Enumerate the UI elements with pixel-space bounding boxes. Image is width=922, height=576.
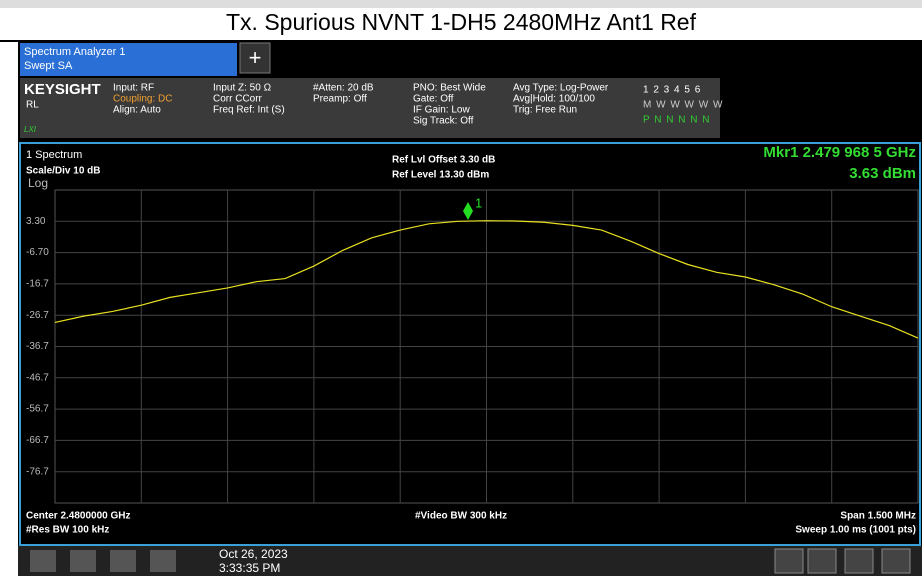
y-tick-label: -6.70: [26, 247, 49, 258]
trace-table: 1 2 3 4 5 6: [643, 85, 701, 96]
task-icon: [844, 548, 874, 574]
setting: Trig: Free Run: [513, 105, 577, 116]
date: Oct 26, 2023: [219, 547, 288, 561]
setting: Avg|Hold: 100/100: [513, 94, 595, 105]
setting: Freq Ref: Int (S): [213, 105, 285, 116]
trace-table: P N N N N N: [643, 115, 711, 126]
setting: Gate: Off: [413, 94, 454, 105]
task-icon: [881, 548, 911, 574]
time: 3:33:35 PM: [219, 561, 280, 575]
task-icon: [774, 548, 804, 574]
setting: Sig Track: Off: [413, 116, 474, 127]
window-name: 1 Spectrum: [26, 149, 82, 161]
marker-level: 3.63 dBm: [849, 165, 916, 182]
setting: IF Gain: Low: [413, 105, 470, 116]
setting: Input: RF: [113, 83, 154, 94]
add-button[interactable]: [239, 42, 271, 74]
scale: Scale/Div 10 dB: [26, 166, 100, 177]
plus: +: [249, 45, 262, 70]
setting: PNO: Best Wide: [413, 83, 486, 94]
setting: Align: Auto: [113, 105, 161, 116]
setting: Avg Type: Log-Power: [513, 83, 609, 94]
lxi: LXI: [24, 125, 37, 134]
trace-table: M W W W W W: [643, 100, 723, 111]
y-tick-label: 3.30: [26, 216, 46, 227]
info-bar: [20, 78, 720, 138]
center: Center 2.4800000 GHz: [26, 511, 131, 522]
brand: KEYSIGHT: [24, 81, 101, 98]
ref-level: Ref Level 13.30 dBm: [392, 170, 489, 181]
tab-mode: Swept SA: [24, 60, 73, 72]
vbw: #Video BW 300 kHz: [415, 511, 507, 522]
marker-label: 1: [475, 195, 482, 210]
y-tick-label: -26.7: [26, 310, 49, 321]
rbw: #Res BW 100 kHz: [26, 525, 109, 536]
ref-offset: Ref Lvl Offset 3.30 dB: [392, 155, 495, 166]
trace: [54, 220, 919, 339]
rl: RL: [26, 100, 39, 111]
y-tick-label: -46.7: [26, 372, 49, 383]
marker-freq: Mkr1 2.479 968 5 GHz: [763, 144, 916, 161]
tab-name: Spectrum Analyzer 1: [24, 46, 126, 58]
sweep: Sweep 1.00 ms (1001 pts): [795, 525, 916, 536]
marker: [463, 202, 473, 220]
setting: #Atten: 20 dB: [313, 83, 374, 94]
tab[interactable]: [20, 43, 237, 76]
task-icon: [70, 550, 96, 572]
setting: Coupling: DC: [113, 94, 172, 105]
y-tick-label: -36.7: [26, 341, 49, 352]
task-icon: [30, 550, 56, 572]
toolbar-strip: [0, 0, 922, 8]
plot-panel: [19, 142, 921, 546]
setting: Preamp: Off: [313, 94, 367, 105]
task-icon: [150, 550, 176, 572]
y-tick-label: -56.7: [26, 404, 49, 415]
title: Tx. Spurious NVNT 1-DH5 2480MHz Ant1 Ref: [226, 9, 697, 35]
span: Span 1.500 MHz: [840, 511, 916, 522]
setting: Corr CCorr: [213, 94, 263, 105]
y-tick-label: -16.7: [26, 279, 49, 290]
task-icon: [807, 548, 837, 574]
task-icon: [110, 550, 136, 572]
divider: [0, 40, 922, 42]
setting: Input Z: 50 Ω: [213, 83, 272, 94]
log: Log: [28, 176, 48, 190]
y-tick-label: -76.7: [26, 466, 49, 477]
y-tick-label: -66.7: [26, 435, 49, 446]
